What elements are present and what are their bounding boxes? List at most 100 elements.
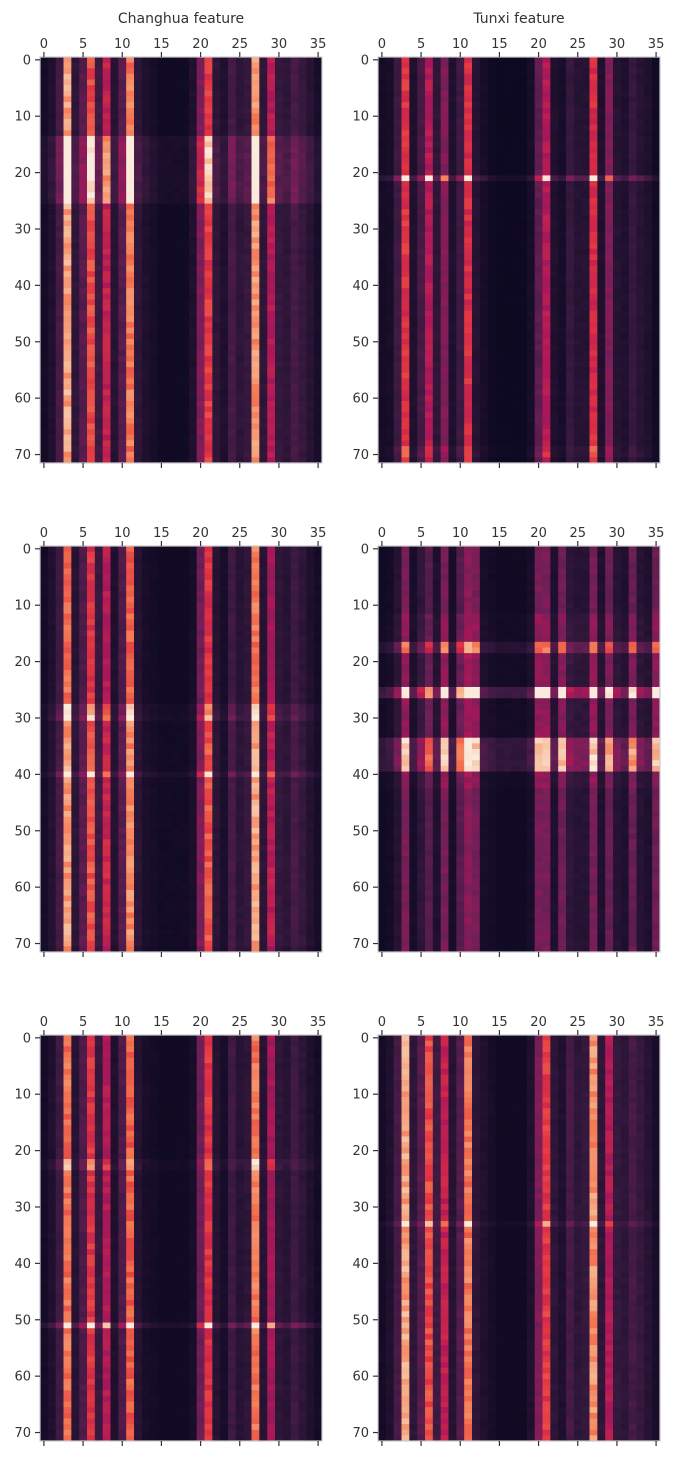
heatmap-cell xyxy=(126,265,135,272)
heatmap-cell xyxy=(620,384,630,391)
heatmap-cell xyxy=(110,316,119,323)
heatmap-cell xyxy=(165,141,174,148)
heatmap-cell xyxy=(290,203,299,210)
heatmap-cell xyxy=(149,90,158,97)
heatmap-cell xyxy=(448,147,457,154)
heatmap-cell xyxy=(220,276,229,284)
heatmap-cell xyxy=(94,305,104,312)
heatmap-cell xyxy=(605,322,614,329)
heatmap-cell xyxy=(550,220,559,227)
heatmap-cell xyxy=(251,260,260,267)
heatmap-cell xyxy=(378,57,387,64)
heatmap-cell xyxy=(47,226,57,233)
heatmap-cell xyxy=(409,412,418,419)
heatmap-cell xyxy=(181,400,190,408)
heatmap-cell xyxy=(243,282,252,289)
heatmap-cell xyxy=(456,79,465,86)
heatmap-cell xyxy=(314,310,323,317)
heatmap-cell xyxy=(526,231,536,238)
heatmap-cell xyxy=(393,254,402,261)
heatmap-cell xyxy=(63,169,72,176)
heatmap-cell xyxy=(220,68,229,75)
heatmap-cell xyxy=(385,378,395,385)
heatmap-cell xyxy=(141,62,151,69)
heatmap-cell xyxy=(479,293,489,300)
heatmap-cell xyxy=(581,254,590,261)
heatmap-cell xyxy=(566,102,575,109)
heatmap-cell xyxy=(542,406,551,413)
heatmap-cell xyxy=(165,169,174,176)
heatmap-cell xyxy=(110,107,119,114)
heatmap-cell xyxy=(401,96,410,103)
heatmap-cell xyxy=(417,85,426,92)
heatmap-cell xyxy=(511,423,520,430)
heatmap-cell xyxy=(613,113,622,120)
heatmap-cell xyxy=(503,338,512,346)
heatmap-cell xyxy=(550,400,559,408)
heatmap-cell xyxy=(228,73,237,81)
heatmap-cell xyxy=(479,107,489,114)
heatmap-cell xyxy=(102,288,111,295)
heatmap-cell xyxy=(314,214,323,222)
heatmap-cell xyxy=(432,276,442,284)
heatmap-cell xyxy=(534,417,543,425)
heatmap-cell xyxy=(118,457,127,464)
heatmap-cell xyxy=(526,322,536,329)
heatmap-cell xyxy=(228,446,237,453)
heatmap-cell xyxy=(456,124,465,131)
heatmap-cell xyxy=(220,372,229,379)
heatmap-cell xyxy=(448,271,457,278)
heatmap-cell xyxy=(542,68,551,75)
heatmap-cell xyxy=(487,248,496,255)
heatmap-cell xyxy=(581,293,590,300)
heatmap-cell xyxy=(589,152,598,159)
heatmap-cell xyxy=(479,322,489,329)
heatmap-cell xyxy=(141,237,151,244)
heatmap-cell xyxy=(378,231,387,238)
heatmap-cell xyxy=(282,446,292,453)
heatmap-cell xyxy=(534,316,543,323)
heatmap-cell xyxy=(487,333,496,340)
heatmap-cell xyxy=(204,344,213,351)
heatmap-cell xyxy=(432,85,442,92)
heatmap-cell xyxy=(259,423,268,430)
heatmap-cell xyxy=(613,102,622,109)
heatmap-cell xyxy=(40,384,49,391)
heatmap-cell xyxy=(141,220,151,227)
heatmap-cell xyxy=(259,209,268,216)
heatmap-cell xyxy=(534,107,543,114)
heatmap-cell xyxy=(620,350,630,357)
heatmap-cell xyxy=(487,338,496,346)
x-tick-label: 10 xyxy=(114,37,131,52)
heatmap-cell xyxy=(102,96,111,103)
heatmap-cell xyxy=(87,406,96,413)
heatmap-cell xyxy=(511,322,520,329)
heatmap-cell xyxy=(259,73,268,81)
heatmap-cell xyxy=(589,378,598,385)
heatmap-cell xyxy=(393,158,402,165)
heatmap-cell xyxy=(290,265,299,272)
heatmap-cell xyxy=(157,310,166,317)
heatmap-cell xyxy=(259,429,268,436)
heatmap-cell xyxy=(251,57,260,64)
heatmap-cell xyxy=(417,102,426,109)
heatmap-cell xyxy=(126,372,135,379)
heatmap-cell xyxy=(644,231,653,238)
heatmap-cell xyxy=(47,231,57,238)
heatmap-cell xyxy=(526,152,536,159)
heatmap-cell xyxy=(652,350,661,357)
heatmap-cell xyxy=(55,389,64,396)
heatmap-cell xyxy=(275,152,284,159)
heatmap-cell xyxy=(511,62,520,69)
heatmap-cell xyxy=(636,406,645,413)
heatmap-cell xyxy=(306,344,315,351)
heatmap-cell xyxy=(628,310,637,317)
heatmap-cell xyxy=(432,181,442,188)
heatmap-cell xyxy=(47,164,57,171)
heatmap-cell xyxy=(40,231,49,238)
heatmap-cell xyxy=(613,282,622,289)
heatmap-cell xyxy=(409,322,418,329)
heatmap-cell xyxy=(432,135,442,143)
heatmap-cell xyxy=(228,260,237,267)
heatmap-cell xyxy=(40,299,49,306)
